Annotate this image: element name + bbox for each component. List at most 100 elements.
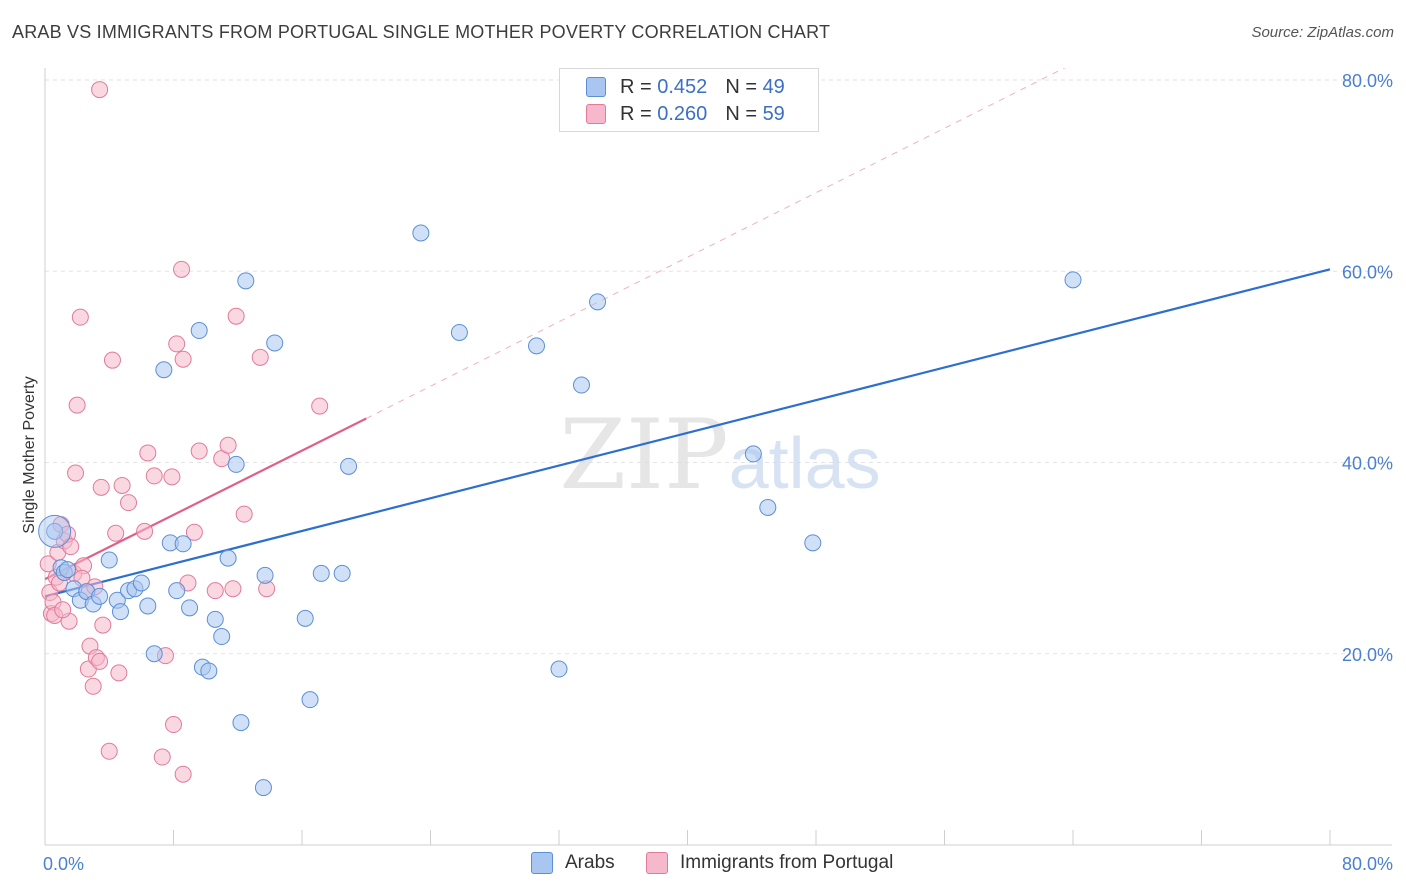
point-arabs (100, 551, 118, 569)
point-arabs (181, 599, 199, 617)
legend-r-label: R = (620, 102, 652, 125)
point-arabs (256, 566, 274, 584)
point-portugal (107, 524, 125, 542)
point-portugal (120, 494, 138, 512)
point-portugal (84, 677, 102, 695)
point-portugal (68, 396, 86, 414)
point-arabs (237, 272, 255, 290)
legend-r-value: 0.452 (657, 75, 708, 98)
y-tick-label: 60.0% (1342, 262, 1393, 282)
point-portugal (224, 580, 242, 598)
point-arabs (301, 691, 319, 709)
point-portugal (110, 664, 128, 682)
point-arabs (111, 603, 129, 621)
point-portugal (145, 467, 163, 485)
point-arabs (550, 660, 568, 678)
point-portugal (173, 260, 191, 278)
point-portugal (235, 505, 253, 523)
point-portugal (94, 616, 112, 634)
bottom-swatch-arabs (531, 852, 553, 874)
trend-line-arabs (45, 268, 1331, 598)
point-arabs (412, 224, 430, 242)
point-arabs (206, 610, 224, 628)
point-arabs (190, 322, 208, 340)
point-portugal (62, 538, 80, 556)
point-arabs (528, 337, 546, 355)
point-arabs (333, 564, 351, 582)
y-tick-label: 80.0% (1342, 71, 1393, 91)
point-arabs (744, 445, 762, 463)
point-portugal (190, 442, 208, 460)
point-portugal (219, 436, 237, 454)
point-portugal (206, 582, 224, 600)
watermark-zip: ZIP (559, 399, 728, 511)
point-arabs (46, 522, 64, 540)
trend-line-portugal (45, 417, 367, 581)
y-tick-label: 20.0% (1342, 645, 1393, 665)
bottom-legend-arabs-label: Arabs (565, 852, 615, 873)
point-portugal (54, 601, 72, 619)
point-arabs (232, 714, 250, 732)
x-tick-label: 0.0% (43, 854, 84, 874)
y-tick-label: 40.0% (1342, 454, 1393, 474)
bottom-legend-arabs: Arabs (531, 852, 615, 874)
legend-n-value: 59 (762, 102, 785, 125)
watermark: ZIPatlas (559, 399, 880, 511)
point-portugal (71, 308, 89, 326)
point-arabs (589, 293, 607, 311)
point-arabs (227, 455, 245, 473)
point-portugal (163, 468, 181, 486)
point-arabs (450, 323, 468, 341)
point-arabs (759, 498, 777, 516)
trend-lines (45, 68, 1331, 598)
legend-r-value: 0.260 (657, 102, 708, 125)
point-arabs (219, 549, 237, 567)
point-arabs (804, 534, 822, 552)
point-portugal (113, 476, 131, 494)
legend-r-label: R = (620, 75, 652, 98)
point-portugal (139, 444, 157, 462)
point-portugal (91, 652, 109, 670)
legend-row-portugal: R = 0.260 N = 59 (586, 102, 785, 126)
chart-title: ARAB VS IMMIGRANTS FROM PORTUGAL SINGLE … (12, 22, 831, 42)
point-arabs (266, 334, 284, 352)
watermark-atlas: atlas (729, 424, 881, 504)
axes (44, 68, 1392, 846)
trend-extension-portugal (366, 68, 1066, 419)
point-arabs (1064, 271, 1082, 289)
point-arabs-cluster (38, 514, 72, 548)
point-arabs (572, 376, 590, 394)
point-portugal (136, 522, 154, 540)
point-arabs (139, 597, 157, 615)
point-arabs (145, 645, 163, 663)
point-portugal (251, 348, 269, 366)
point-portugal (100, 742, 118, 760)
point-arabs (200, 662, 218, 680)
legend-n-label: N = (725, 75, 757, 98)
point-arabs (132, 574, 150, 592)
bottom-legend-portugal-label: Immigrants from Portugal (680, 852, 894, 873)
tick-labels: 20.0% 40.0% 60.0% 80.0% 0.0% 80.0% (43, 71, 1393, 874)
point-portugal (174, 765, 192, 783)
point-portugal (168, 335, 186, 353)
legend-n-value: 49 (762, 75, 785, 98)
point-portugal (174, 350, 192, 368)
point-portugal (92, 478, 110, 496)
point-portugal (103, 351, 121, 369)
point-portugal (91, 81, 109, 99)
y-axis-label: Single Mother Poverty (21, 376, 38, 533)
point-portugal (67, 464, 85, 482)
legend-swatch-portugal (586, 104, 606, 124)
legend-n-label: N = (725, 102, 757, 125)
data-points (38, 81, 1082, 797)
point-portugal (227, 307, 245, 325)
point-arabs (312, 564, 330, 582)
x-tick-label: 80.0% (1342, 854, 1393, 874)
point-arabs (213, 628, 231, 646)
legend-box: R = 0.452 N = 49 R = 0.260 N = 59 (559, 68, 819, 132)
point-arabs (296, 609, 314, 627)
point-arabs (340, 457, 358, 475)
point-arabs (174, 535, 192, 553)
point-portugal (185, 523, 203, 541)
